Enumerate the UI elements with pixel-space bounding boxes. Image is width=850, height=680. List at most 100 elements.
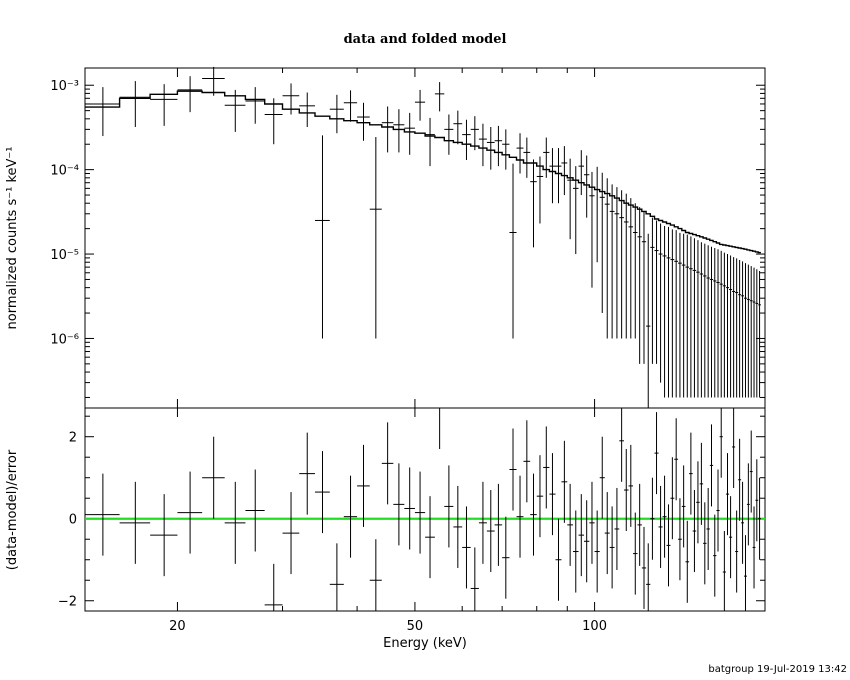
top-y-axis-label: normalized counts s⁻¹ keV⁻¹ <box>5 147 20 330</box>
data-point <box>716 249 720 398</box>
residual-point <box>549 453 556 536</box>
data-point <box>516 133 524 174</box>
residual-point <box>357 444 370 527</box>
data-point <box>706 245 710 398</box>
residual-point <box>735 510 739 593</box>
residual-point <box>666 504 671 587</box>
residual-point <box>703 502 707 585</box>
data-point <box>614 187 620 339</box>
residual-point <box>572 510 579 593</box>
residual-point <box>713 514 717 597</box>
data-point <box>434 82 445 112</box>
top-y-ticks: 10⁻⁶ 10⁻⁵ 10⁻⁴ 10⁻³ <box>50 68 765 408</box>
residual-point <box>414 471 426 554</box>
bottom-y-tick-label: −2 <box>58 595 77 610</box>
top-y-tick-label: 10⁻³ <box>50 79 79 94</box>
data-point <box>699 242 704 398</box>
residual-point <box>681 465 686 548</box>
residual-point <box>641 526 647 609</box>
data-point <box>202 66 225 96</box>
top-y-tick-label: 10⁻⁴ <box>50 164 79 179</box>
residual-point <box>706 487 710 570</box>
residual-point <box>536 455 544 538</box>
residual-point <box>486 490 495 573</box>
data-point <box>752 267 756 398</box>
data-point <box>561 146 568 196</box>
top-y-tick-label: 10⁻⁶ <box>50 332 79 347</box>
data-point <box>670 229 675 398</box>
residual-point <box>604 492 610 575</box>
data-point <box>369 136 382 339</box>
data-point <box>744 263 747 398</box>
residual-point <box>594 510 600 593</box>
residual-point <box>689 432 693 515</box>
residual-point <box>369 539 382 611</box>
residual-point <box>299 432 315 515</box>
residual-point <box>696 461 700 544</box>
bottom-y-axis-label: (data-model)/error <box>5 449 20 570</box>
data-point <box>343 90 358 122</box>
x-tick-label: 50 <box>407 619 424 634</box>
residual-point <box>85 473 120 556</box>
residual-point <box>741 481 745 564</box>
data-point <box>681 233 686 398</box>
data-point <box>150 84 178 126</box>
data-point <box>393 109 405 153</box>
top-plot-frame <box>84 67 766 409</box>
data-point <box>692 238 697 398</box>
residual-series <box>85 407 761 611</box>
residual-point <box>662 475 667 558</box>
data-point <box>453 110 463 145</box>
top-panel: 10⁻⁶ 10⁻⁵ 10⁻⁴ 10⁻³ normalized counts s⁻¹ k… <box>5 66 766 409</box>
data-point <box>486 126 495 170</box>
chart-title: data and folded model <box>344 32 507 47</box>
residual-point <box>543 426 550 509</box>
residual-point <box>444 465 454 548</box>
residual-point <box>732 408 736 488</box>
residual-point <box>628 444 634 527</box>
bottom-panel: −2 0 2 20 50 100 (data-model)/error Energy (k… <box>5 68 766 651</box>
residual-point <box>699 442 704 525</box>
data-point <box>725 254 730 398</box>
residual-point <box>343 475 358 558</box>
residual-point <box>523 420 531 503</box>
data-point <box>654 220 659 364</box>
residual-point <box>119 481 151 564</box>
data-point <box>641 211 647 364</box>
data-point <box>572 166 579 255</box>
data-point <box>404 112 415 155</box>
data-point <box>685 234 690 398</box>
residual-point <box>470 547 479 611</box>
residual-point <box>670 457 675 540</box>
data-point <box>536 156 544 224</box>
residual-point <box>674 418 679 501</box>
residual-point <box>462 506 471 589</box>
residual-point <box>758 477 761 560</box>
data-point <box>509 163 517 339</box>
residual-point <box>202 436 225 519</box>
data-point <box>646 233 651 408</box>
data-point <box>658 223 663 383</box>
residual-point <box>578 494 585 577</box>
residual-point <box>555 518 562 601</box>
data-point <box>414 89 426 121</box>
data-point <box>462 119 471 161</box>
data-point <box>594 166 600 263</box>
residual-point <box>150 494 178 577</box>
data-point <box>758 270 761 398</box>
data-point <box>755 269 759 398</box>
residual-point <box>584 500 590 583</box>
data-point <box>119 81 151 127</box>
data-point <box>357 102 370 141</box>
residual-point <box>509 428 517 511</box>
x-axis-label: Energy (keV) <box>383 636 467 651</box>
residual-point <box>264 563 283 611</box>
residual-point <box>719 408 723 478</box>
residual-point <box>177 471 203 554</box>
data-point <box>696 240 700 398</box>
data-point <box>604 178 610 339</box>
bottom-y-tick-label: 2 <box>69 431 77 446</box>
data-point <box>578 150 585 196</box>
residual-point <box>729 496 733 579</box>
